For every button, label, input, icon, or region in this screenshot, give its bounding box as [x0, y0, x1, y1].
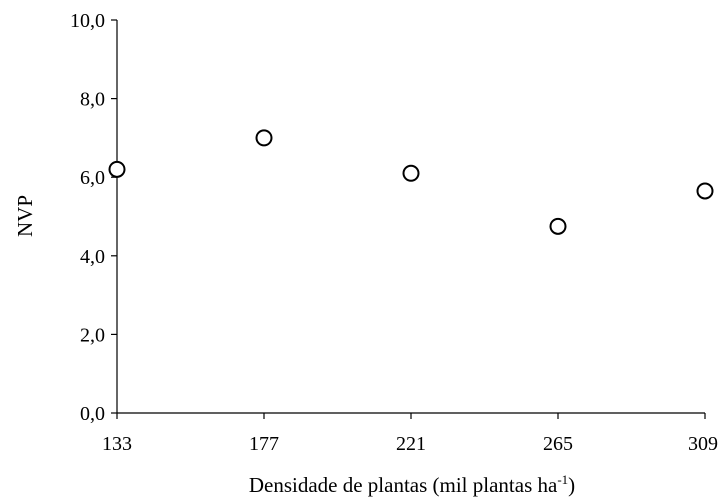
x-tick-label: 265	[543, 433, 573, 455]
data-point	[402, 164, 420, 182]
data-point	[549, 217, 567, 235]
x-tick-label: 221	[396, 433, 426, 455]
x-tick-label: 309	[688, 433, 718, 455]
y-axis-title: NVP	[13, 195, 37, 237]
y-tick-label: 0,0	[80, 403, 105, 425]
x-axis-title-suffix: )	[568, 473, 575, 497]
data-point	[696, 182, 714, 200]
y-tick-label: 6,0	[80, 167, 105, 189]
x-tick-label: 133	[102, 433, 132, 455]
data-point	[255, 129, 273, 147]
y-tick-label: 8,0	[80, 89, 105, 111]
x-axis-title: Densidade de plantas (mil plantas ha-1)	[249, 472, 575, 497]
x-tick-label: 177	[249, 433, 279, 455]
data-point	[108, 160, 126, 178]
x-axis-title-main: Densidade de plantas (mil plantas ha	[249, 473, 558, 497]
x-axis-ticks: 133 177 221 265 309	[102, 413, 718, 455]
y-tick-label: 10,0	[70, 10, 105, 32]
y-axis-ticks: 0,0 2,0 4,0 6,0 8,0 10,0	[70, 10, 117, 425]
data-points	[108, 129, 714, 235]
y-tick-label: 2,0	[80, 324, 105, 346]
y-tick-label: 4,0	[80, 246, 105, 268]
x-axis-title-superscript: -1	[557, 472, 568, 487]
